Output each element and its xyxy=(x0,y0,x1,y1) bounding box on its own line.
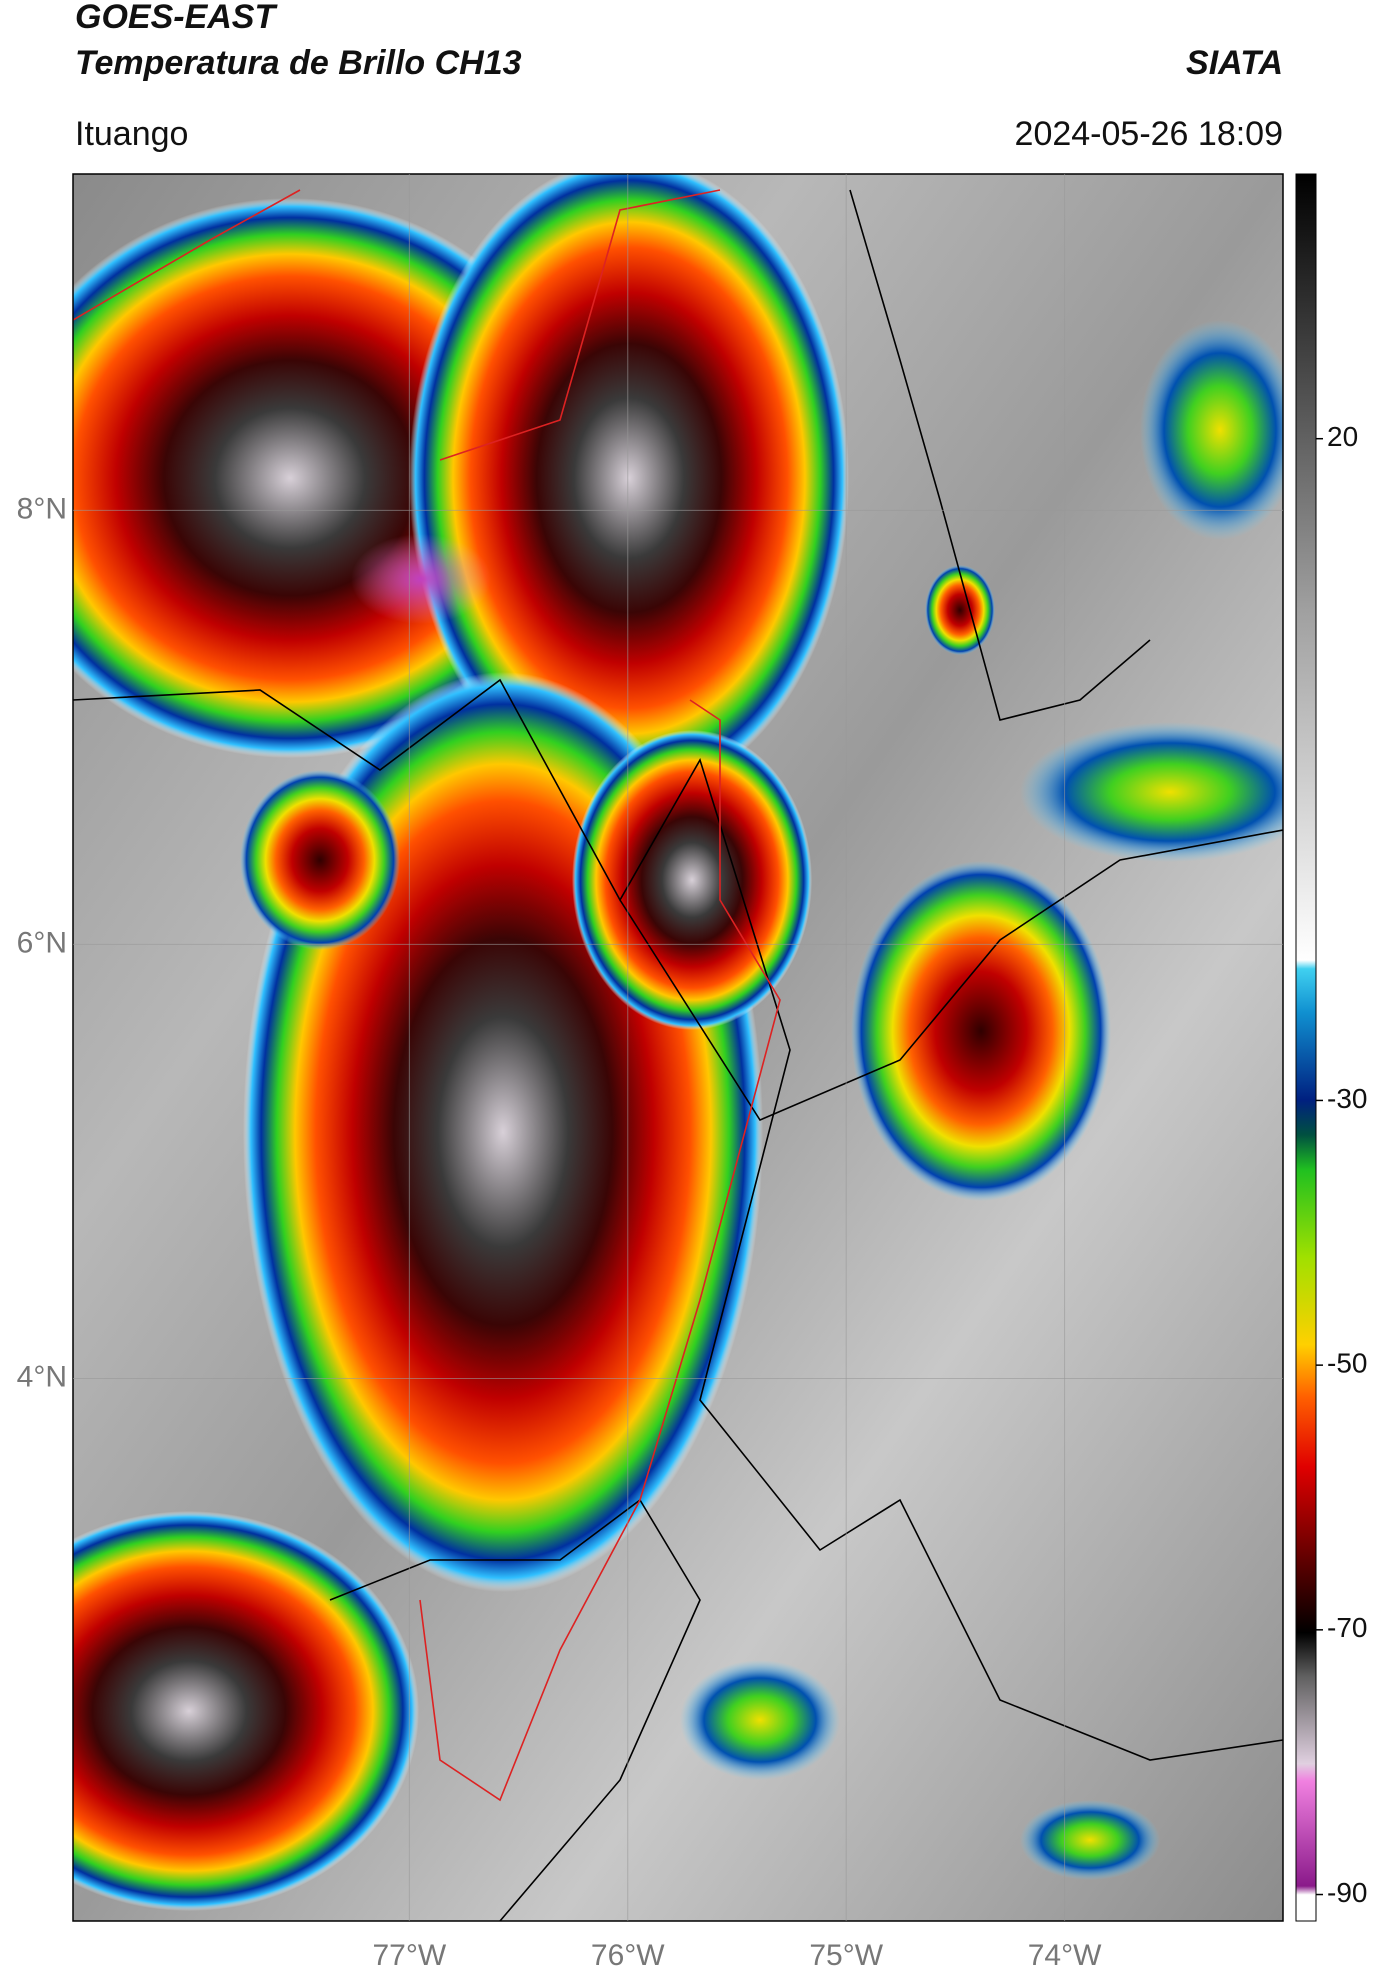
y-tick-label: 6°N xyxy=(17,926,67,959)
x-tick-label: 74°W xyxy=(1028,1939,1102,1972)
colorbar-tick-label: -50 xyxy=(1327,1348,1367,1379)
datetime: 2024-05-26 18:09 xyxy=(1015,115,1283,153)
colorbar xyxy=(1295,173,1317,1922)
map-frame xyxy=(72,173,1284,1922)
title: GOES-EAST xyxy=(75,0,278,36)
location: Ituango xyxy=(75,115,188,153)
colorbar-tick-label: -70 xyxy=(1327,1612,1367,1643)
colorbar-tick-label: 20 xyxy=(1327,421,1358,452)
colorbar-tick-label: -90 xyxy=(1327,1877,1367,1908)
source: SIATA xyxy=(1186,44,1283,82)
subtitle: Temperatura de Brillo CH13 xyxy=(75,44,522,82)
y-tick-label: 4°N xyxy=(17,1360,67,1393)
x-tick-label: 76°W xyxy=(591,1939,665,1972)
y-tick-label: 8°N xyxy=(17,492,67,525)
colorbar-tick-label: -30 xyxy=(1327,1083,1367,1114)
x-tick-label: 77°W xyxy=(373,1939,447,1972)
imagery xyxy=(73,174,1283,1921)
x-tick-label: 75°W xyxy=(809,1939,883,1972)
